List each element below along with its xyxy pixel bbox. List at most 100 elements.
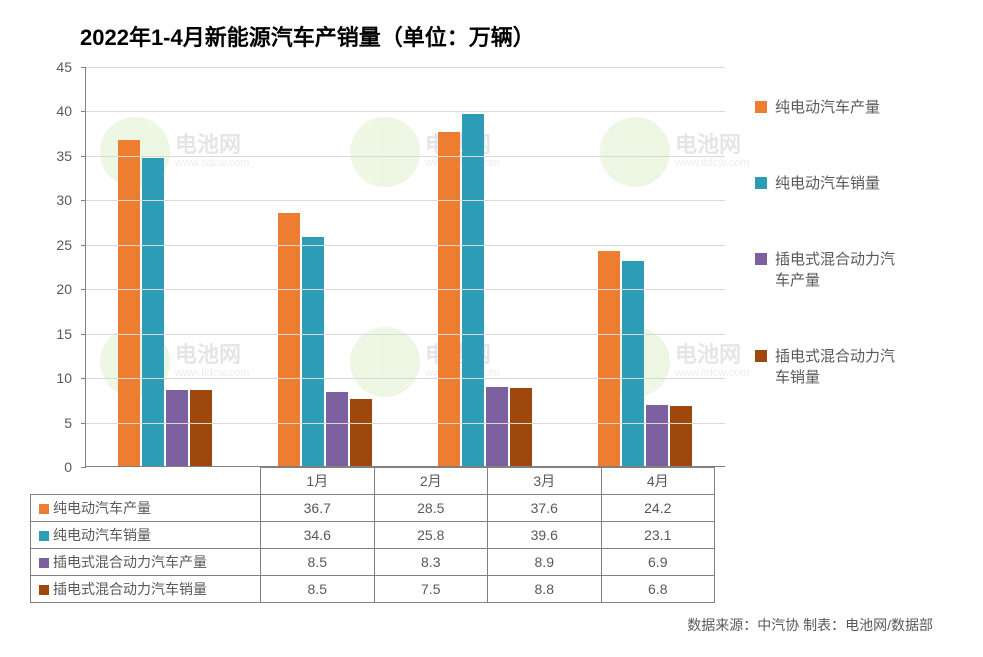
table-cell: 34.6: [261, 522, 375, 549]
y-tick-label: 25: [56, 237, 72, 253]
grid-line: [86, 111, 725, 112]
legend-swatch: [755, 253, 767, 265]
legend-item: 纯电动汽车销量: [755, 173, 930, 194]
chart-title: 2022年1-4月新能源汽车产销量（单位：万辆）: [80, 20, 963, 52]
bar: [670, 406, 692, 466]
legend-swatch: [755, 101, 767, 113]
plot-row: 电池网www.itdcw.com 电池网www.itdcw.com 电池网www…: [20, 67, 963, 467]
y-tick-mark: [81, 200, 86, 201]
table-column-header: 1月: [261, 468, 375, 495]
table-row-header: 插电式混合动力汽车产量: [31, 549, 261, 576]
y-tick-mark: [81, 111, 86, 112]
table-row-header: 插电式混合动力汽车销量: [31, 576, 261, 603]
y-tick-mark: [81, 378, 86, 379]
table-row-header: 纯电动汽车销量: [31, 522, 261, 549]
table-cell: 39.6: [488, 522, 602, 549]
y-tick-mark: [81, 245, 86, 246]
chart-container: 2022年1-4月新能源汽车产销量（单位：万辆） 电池网www.itdcw.co…: [20, 20, 963, 635]
y-tick-mark: [81, 423, 86, 424]
bar: [510, 388, 532, 466]
grid-line: [86, 156, 725, 157]
bar: [302, 237, 324, 466]
table-cell: 37.6: [488, 495, 602, 522]
table-column-header: 4月: [601, 468, 715, 495]
bar: [166, 390, 188, 466]
y-axis: 051015202530354045: [30, 67, 80, 467]
legend-swatch: [755, 177, 767, 189]
table-cell: 23.1: [601, 522, 715, 549]
row-swatch: [39, 558, 49, 568]
y-tick-label: 5: [64, 415, 72, 431]
y-tick-label: 40: [56, 103, 72, 119]
data-table-body: 1月2月3月4月纯电动汽车产量36.728.537.624.2纯电动汽车销量34…: [31, 468, 715, 603]
table-row: 插电式混合动力汽车产量8.58.38.96.9: [31, 549, 715, 576]
y-tick-mark: [81, 67, 86, 68]
bar: [598, 251, 620, 466]
table-cell: 8.3: [374, 549, 488, 576]
y-tick-label: 30: [56, 192, 72, 208]
table-cell: 6.8: [601, 576, 715, 603]
table-cell: 28.5: [374, 495, 488, 522]
plot-inner: [85, 67, 725, 467]
y-tick-label: 15: [56, 326, 72, 342]
table-cell: 6.9: [601, 549, 715, 576]
legend-item: 插电式混合动力汽车销量: [755, 346, 930, 388]
legend-label: 插电式混合动力汽车产量: [775, 249, 905, 291]
data-table: 1月2月3月4月纯电动汽车产量36.728.537.624.2纯电动汽车销量34…: [30, 467, 715, 603]
table-cell: 7.5: [374, 576, 488, 603]
grid-line: [86, 289, 725, 290]
table-cell: 8.5: [261, 549, 375, 576]
legend-swatch: [755, 350, 767, 362]
plot-area: 电池网www.itdcw.com 电池网www.itdcw.com 电池网www…: [30, 67, 730, 467]
table-header-row: 1月2月3月4月: [31, 468, 715, 495]
table-column-header: 3月: [488, 468, 602, 495]
y-tick-label: 0: [64, 459, 72, 475]
legend-label: 纯电动汽车产量: [775, 97, 905, 118]
bar: [438, 132, 460, 466]
table-cell: 25.8: [374, 522, 488, 549]
table-row-header: 纯电动汽车产量: [31, 495, 261, 522]
grid-line: [86, 200, 725, 201]
y-tick-mark: [81, 467, 86, 468]
y-tick-label: 20: [56, 281, 72, 297]
bar: [142, 158, 164, 466]
grid-line: [86, 245, 725, 246]
bar: [622, 261, 644, 466]
y-tick-mark: [81, 156, 86, 157]
bar: [350, 399, 372, 466]
row-swatch: [39, 504, 49, 514]
bar: [646, 405, 668, 466]
grid-line: [86, 423, 725, 424]
row-swatch: [39, 531, 49, 541]
y-tick-mark: [81, 334, 86, 335]
bar: [486, 387, 508, 466]
table-cell: 8.8: [488, 576, 602, 603]
bar-group: [246, 67, 406, 466]
bar-group: [565, 67, 725, 466]
legend-item: 插电式混合动力汽车产量: [755, 249, 930, 291]
y-tick-label: 10: [56, 370, 72, 386]
legend: 纯电动汽车产量纯电动汽车销量插电式混合动力汽车产量插电式混合动力汽车销量: [730, 67, 930, 443]
y-tick-label: 35: [56, 148, 72, 164]
bar: [326, 392, 348, 466]
source-note: 数据来源：中汽协 制表：电池网/数据部: [20, 615, 963, 635]
table-cell: 24.2: [601, 495, 715, 522]
table-row: 插电式混合动力汽车销量8.57.58.86.8: [31, 576, 715, 603]
legend-item: 纯电动汽车产量: [755, 97, 930, 118]
row-swatch: [39, 585, 49, 595]
table-column-header: 2月: [374, 468, 488, 495]
bar: [118, 140, 140, 466]
table-cell: 8.5: [261, 576, 375, 603]
grid-line: [86, 67, 725, 68]
table-row: 纯电动汽车产量36.728.537.624.2: [31, 495, 715, 522]
grid-line: [86, 334, 725, 335]
table-cell: 8.9: [488, 549, 602, 576]
table-cell: 36.7: [261, 495, 375, 522]
bar-group: [406, 67, 566, 466]
legend-label: 纯电动汽车销量: [775, 173, 905, 194]
table-row: 纯电动汽车销量34.625.839.623.1: [31, 522, 715, 549]
legend-label: 插电式混合动力汽车销量: [775, 346, 905, 388]
bar: [190, 390, 212, 466]
y-tick-mark: [81, 289, 86, 290]
bar-groups: [86, 67, 725, 466]
